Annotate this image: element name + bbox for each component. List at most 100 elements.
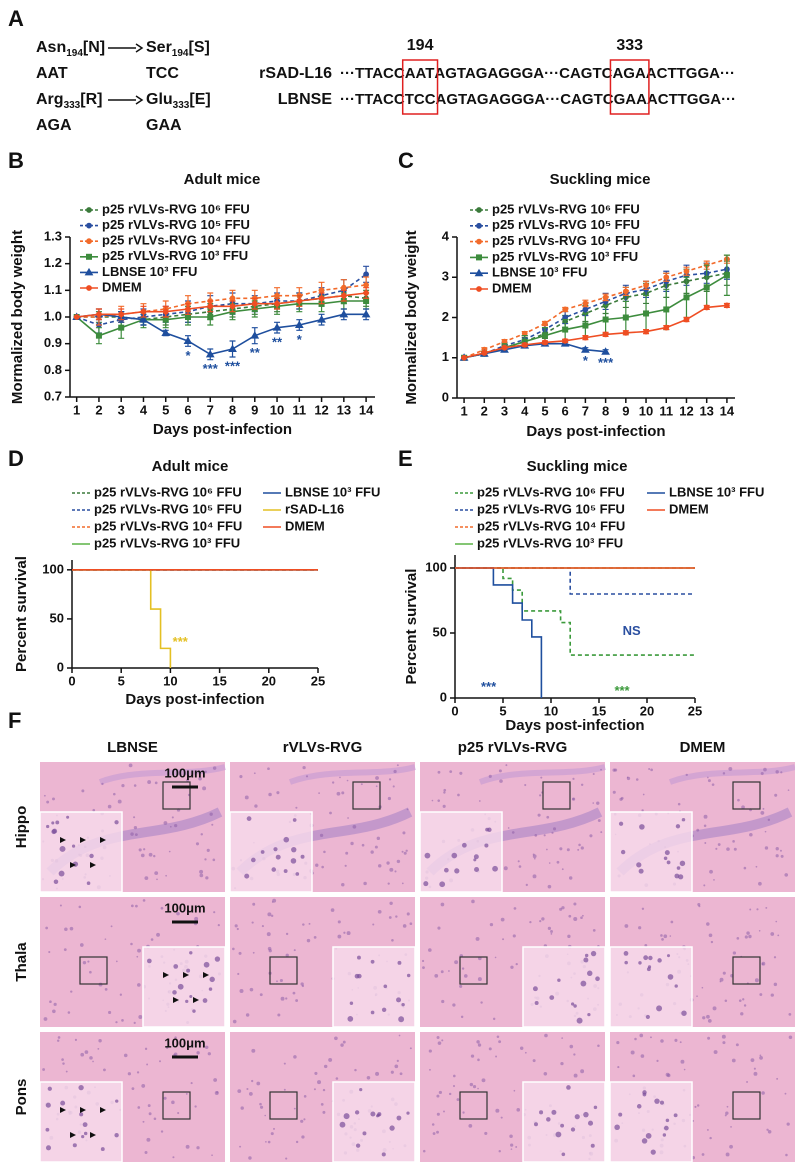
cell-nucleus xyxy=(386,861,390,865)
inset-nucleus xyxy=(45,1127,50,1132)
cell-nucleus xyxy=(165,874,167,877)
cell-nucleus xyxy=(194,1105,197,1108)
residue-label: Arg333[R] xyxy=(36,91,102,111)
cell-nucleus xyxy=(64,927,68,931)
cell-nucleus xyxy=(785,1153,788,1157)
inset-nucleus xyxy=(561,1152,566,1157)
inset-nucleus xyxy=(587,1120,594,1126)
inset-nucleus xyxy=(208,987,213,991)
inset-nucleus xyxy=(532,986,538,992)
inset-nucleus xyxy=(202,998,208,1003)
cell-nucleus xyxy=(279,978,283,983)
column-header: LBNSE xyxy=(107,739,158,756)
inset-nucleus xyxy=(642,1090,647,1095)
cell-nucleus xyxy=(89,1056,93,1060)
cell-nucleus xyxy=(679,1041,682,1044)
inset-nucleus xyxy=(560,1123,565,1128)
cell-nucleus xyxy=(650,1036,652,1039)
inset-nucleus xyxy=(484,843,489,848)
cell-nucleus xyxy=(409,922,413,926)
x-tick-label: 14 xyxy=(720,403,735,418)
cell-nucleus xyxy=(722,772,726,775)
cell-nucleus xyxy=(130,942,133,946)
inset-nucleus xyxy=(291,846,297,853)
cell-nucleus xyxy=(98,982,103,987)
residue: Arg xyxy=(36,91,64,108)
marker xyxy=(162,316,169,323)
x-tick-label: 13 xyxy=(699,403,713,418)
inset-nucleus xyxy=(401,1002,405,1007)
cell-nucleus xyxy=(617,1066,620,1069)
cell-nucleus xyxy=(580,1069,585,1074)
marker xyxy=(582,334,589,341)
cell-nucleus xyxy=(300,1119,304,1123)
cell-nucleus xyxy=(561,868,564,871)
cell-nucleus xyxy=(477,977,482,982)
arrowhead-marker xyxy=(183,972,189,978)
marker xyxy=(581,345,590,353)
cell-nucleus xyxy=(177,1111,180,1115)
cell-nucleus xyxy=(174,824,178,828)
cell-nucleus xyxy=(550,933,553,935)
cell-nucleus xyxy=(556,860,560,864)
cell-nucleus xyxy=(78,905,82,909)
cell-nucleus xyxy=(314,1071,318,1075)
cell-nucleus xyxy=(251,1048,256,1053)
cell-nucleus xyxy=(378,864,382,868)
cell-nucleus xyxy=(729,1144,733,1149)
inset-nucleus xyxy=(398,1016,405,1023)
inset-nucleus xyxy=(185,999,189,1004)
cell-nucleus xyxy=(249,987,254,992)
cell-nucleus xyxy=(498,1040,502,1044)
cell-nucleus xyxy=(696,1104,700,1107)
tissue-band xyxy=(288,764,416,785)
cell-nucleus xyxy=(764,846,769,850)
cell-nucleus xyxy=(195,842,200,846)
residue: Ser xyxy=(146,39,172,56)
significance-label: *** xyxy=(225,358,241,373)
region-box xyxy=(269,1091,298,1120)
row-label: Thala xyxy=(13,942,30,982)
cell-nucleus xyxy=(448,1092,452,1096)
cell-nucleus xyxy=(725,1152,730,1157)
marker xyxy=(481,350,488,356)
inset-nucleus xyxy=(593,1105,598,1110)
inset-nucleus xyxy=(349,1001,354,1005)
marker xyxy=(602,331,609,338)
y-tick-label: 0 xyxy=(57,659,64,674)
cell-nucleus xyxy=(323,1064,328,1069)
inset-nucleus xyxy=(51,821,55,825)
cell-nucleus xyxy=(396,764,399,767)
inset-nucleus xyxy=(623,951,629,956)
x-tick-label: 0 xyxy=(451,703,458,718)
marker xyxy=(73,314,80,320)
cell-nucleus xyxy=(513,907,517,910)
cell-nucleus xyxy=(434,973,439,978)
inset-nucleus xyxy=(51,829,57,835)
sequence-segment: ACTTGGA··· xyxy=(646,65,735,82)
marker xyxy=(663,274,670,281)
cell-nucleus xyxy=(254,804,258,808)
y-tick-label: 0 xyxy=(442,389,449,404)
amino-code: [R] xyxy=(80,91,102,108)
inset-nucleus xyxy=(251,857,256,863)
legend-label: p25 rVLVs-RVG 10⁶ FFU xyxy=(492,201,640,216)
inset-nucleus xyxy=(549,995,555,1000)
cell-nucleus xyxy=(146,1063,149,1066)
cell-nucleus xyxy=(524,783,527,787)
cell-nucleus xyxy=(766,1128,769,1131)
cell-nucleus xyxy=(350,841,354,846)
inset-nucleus xyxy=(72,1143,77,1148)
cell-nucleus xyxy=(405,849,408,852)
cell-nucleus xyxy=(763,767,767,772)
cell-nucleus xyxy=(457,793,460,797)
cell-nucleus xyxy=(283,1088,286,1091)
cell-nucleus xyxy=(270,914,274,918)
cell-nucleus xyxy=(758,929,761,932)
cell-nucleus xyxy=(453,1074,456,1078)
cell-nucleus xyxy=(154,871,159,876)
inset-nucleus xyxy=(186,968,191,973)
inset-nucleus xyxy=(618,821,624,826)
cell-nucleus xyxy=(46,800,50,804)
